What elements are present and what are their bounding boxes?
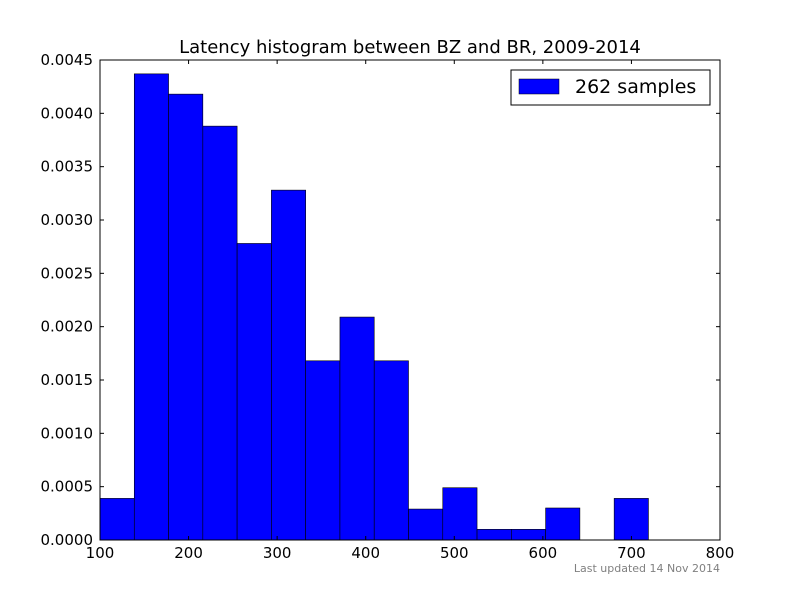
x-tick-label: 400: [351, 544, 380, 562]
x-tick-label: 200: [174, 544, 203, 562]
y-tick-label: 0.0020: [41, 318, 94, 336]
y-tick-label: 0.0030: [41, 211, 94, 229]
histogram-bar: [168, 93, 204, 541]
x-axis: 100 200 300 400 500 600 700 800: [86, 60, 735, 562]
last-updated-note: Last updated 14 Nov 2014: [573, 562, 720, 575]
histogram-bar: [545, 507, 581, 541]
histogram-bar: [408, 508, 444, 541]
histogram-bar: [442, 487, 478, 541]
y-tick-label: 0.0025: [41, 264, 94, 282]
legend: 262 samples: [510, 69, 711, 106]
legend-label: 262 samples: [575, 76, 696, 98]
y-tick-label: 0.0035: [41, 158, 94, 176]
y-tick-label: 0.0005: [41, 478, 94, 496]
histogram-bar: [511, 529, 546, 541]
histogram-bar: [613, 498, 649, 541]
x-tick-label: 800: [706, 544, 735, 562]
histogram-bar: [271, 189, 306, 541]
histogram-bar: [476, 529, 512, 541]
histogram-bars: [99, 73, 649, 541]
plot-frame: [99, 59, 721, 541]
x-tick-label: 100: [86, 544, 115, 562]
histogram-bar: [373, 360, 409, 541]
chart-title: Latency histogram between BZ and BR, 200…: [179, 37, 641, 58]
histogram-bar: [99, 498, 135, 541]
x-tick-label: 700: [617, 544, 646, 562]
y-tick-label: 0.0015: [41, 371, 94, 389]
y-tick-label: 0.0010: [41, 424, 94, 442]
y-tick-label: 0.0040: [41, 104, 94, 122]
y-tick-label: 0.0045: [41, 51, 94, 69]
histogram-bar: [339, 316, 375, 541]
histogram-bar: [236, 243, 272, 541]
y-tick-label: 0.0000: [41, 531, 94, 549]
histogram-bar: [133, 73, 169, 541]
y-axis: 0.0000 0.0005 0.0010 0.0015 0.0020 0.0025 0.00…: [41, 51, 720, 549]
histogram-bar: [202, 125, 238, 541]
x-tick-label: 600: [529, 544, 558, 562]
histogram-bar: [305, 360, 341, 541]
legend-swatch: [518, 78, 560, 95]
x-tick-label: 500: [440, 544, 469, 562]
x-tick-label: 300: [263, 544, 292, 562]
